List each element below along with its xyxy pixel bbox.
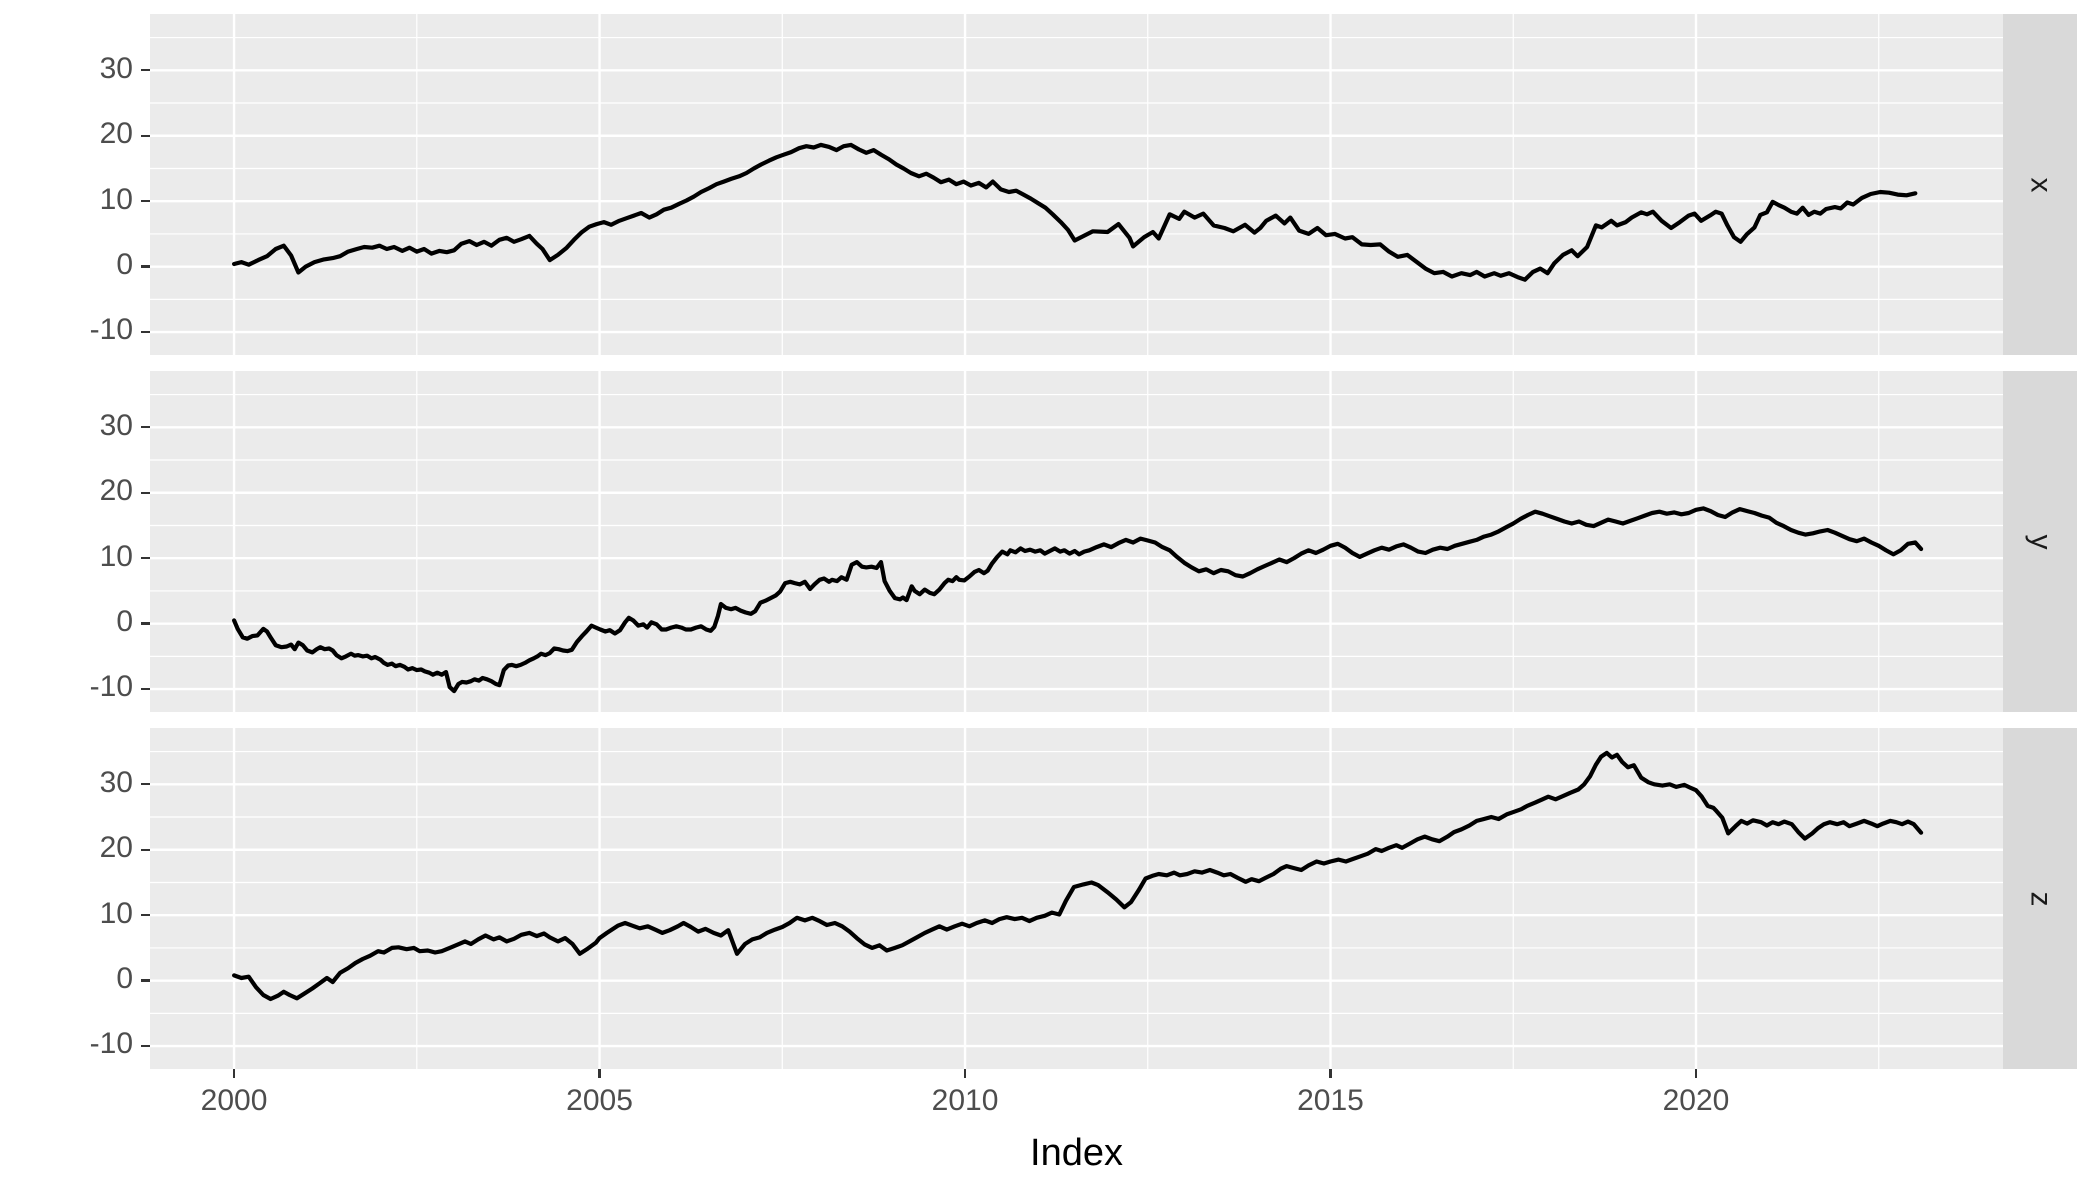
y-tick-mark xyxy=(141,69,150,72)
y-tick-label: 20 xyxy=(99,117,133,151)
y-tick-mark xyxy=(141,265,150,268)
series-line-y xyxy=(231,506,1924,694)
y-tick-mark xyxy=(141,622,150,625)
facet-panel-y xyxy=(150,371,2003,712)
x-tick-label: 2010 xyxy=(931,1084,999,1117)
y-tick-label: 10 xyxy=(99,539,133,573)
y-tick-label: 20 xyxy=(99,474,133,508)
y-tick-label: 30 xyxy=(99,765,133,799)
facet-panel-x xyxy=(150,14,2003,355)
facet-strip-y: y xyxy=(2003,371,2077,712)
x-axis-title: Index xyxy=(1030,1132,1123,1174)
x-tick-label: 2000 xyxy=(200,1084,268,1117)
facet-strip-x: x xyxy=(2003,14,2077,355)
y-tick-label: 30 xyxy=(99,408,133,442)
y-tick-label: -10 xyxy=(89,313,133,347)
x-tick-mark xyxy=(963,1069,967,1078)
x-tick-mark xyxy=(598,1069,601,1078)
y-tick-mark xyxy=(141,491,150,494)
y-tick-label: 0 xyxy=(116,962,133,996)
x-tick-mark xyxy=(1694,1069,1698,1078)
y-tick-label: -10 xyxy=(89,1027,133,1061)
y-tick-mark xyxy=(141,848,150,851)
x-tick-label: 2005 xyxy=(566,1084,633,1117)
y-tick-mark xyxy=(141,199,150,203)
y-tick-label: 30 xyxy=(99,51,133,85)
y-tick-label: 10 xyxy=(99,182,133,216)
y-tick-label: 10 xyxy=(99,896,133,930)
y-tick-label: 20 xyxy=(99,831,133,865)
y-tick-mark xyxy=(141,556,150,560)
x-tick-mark xyxy=(1329,1069,1332,1078)
y-tick-mark xyxy=(141,913,150,917)
y-tick-mark xyxy=(141,687,150,691)
y-tick-label: -10 xyxy=(89,670,133,704)
series-line-z xyxy=(231,750,1924,1002)
facet-strip-label-x: x xyxy=(2024,177,2057,192)
panel-background xyxy=(150,371,2003,712)
facet-strip-z: z xyxy=(2003,728,2077,1069)
y-tick-mark xyxy=(141,426,150,429)
facet-strip-label-z: z xyxy=(2024,891,2057,906)
y-tick-mark xyxy=(141,330,150,334)
y-tick-mark xyxy=(141,979,150,982)
panel-background xyxy=(150,728,2003,1069)
y-tick-label: 0 xyxy=(116,605,133,639)
y-tick-label: 0 xyxy=(116,248,133,282)
x-tick-label: 2015 xyxy=(1297,1084,1364,1117)
panel-background xyxy=(150,14,2003,355)
y-tick-mark xyxy=(141,134,150,137)
series-line-x xyxy=(231,142,1918,282)
y-tick-mark xyxy=(141,783,150,786)
facet-strip-label-y: y xyxy=(2024,534,2057,549)
y-tick-mark xyxy=(141,1044,150,1048)
facet-panel-z xyxy=(150,728,2003,1069)
x-tick-mark xyxy=(232,1069,236,1078)
x-tick-label: 2020 xyxy=(1662,1084,1730,1117)
